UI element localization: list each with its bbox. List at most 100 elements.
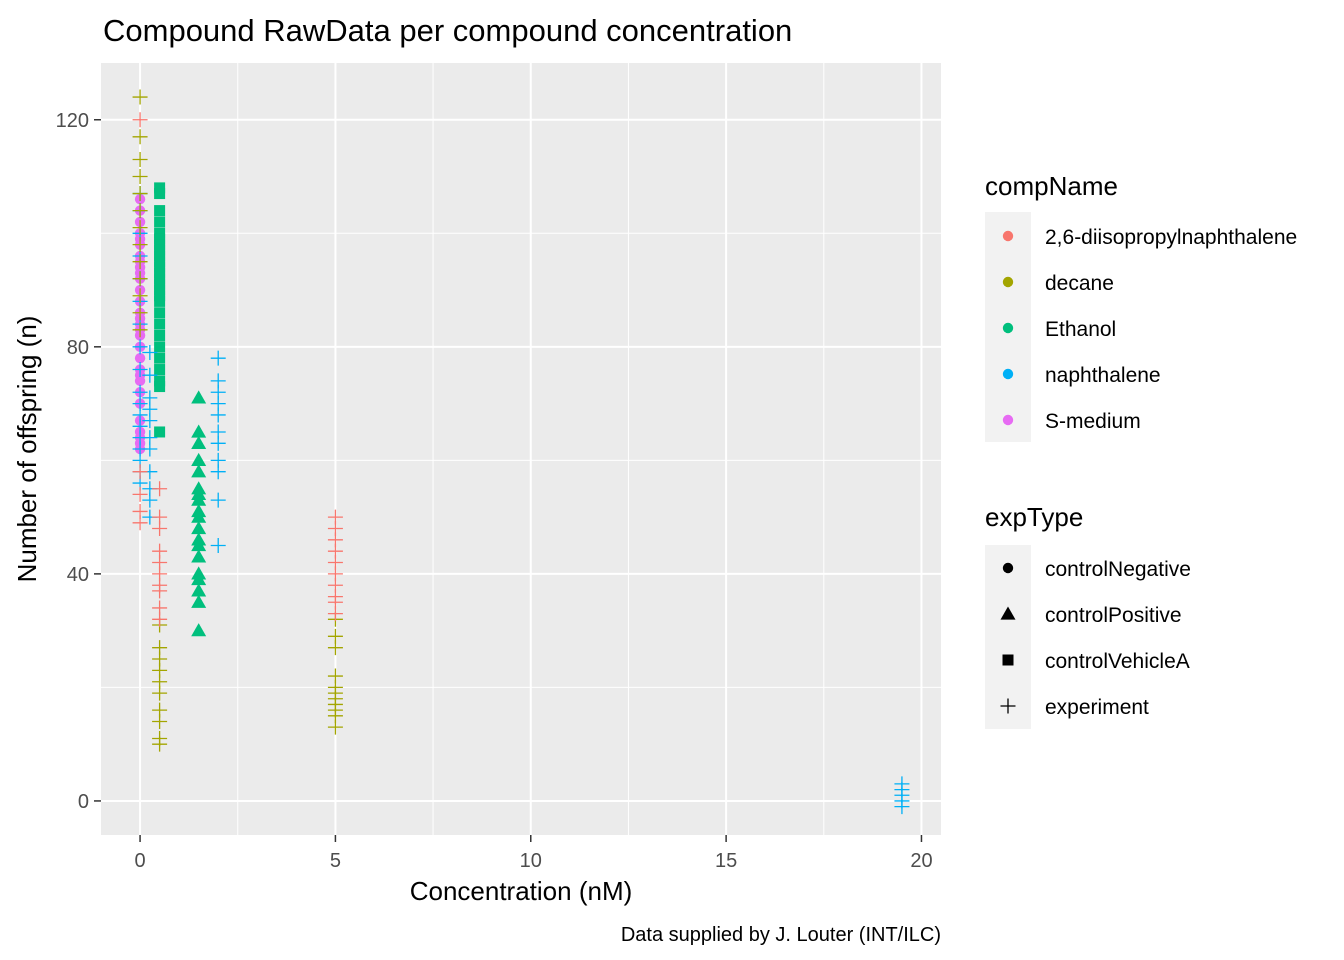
data-point (142, 367, 158, 383)
data-point (210, 350, 226, 366)
data-point (134, 375, 146, 387)
data-point (154, 244, 166, 256)
data-point (154, 381, 166, 393)
data-point (152, 583, 168, 599)
data-point (327, 606, 343, 622)
plot-panel (101, 63, 941, 835)
data-point (132, 186, 148, 202)
data-point (154, 273, 166, 285)
data-point (154, 227, 166, 239)
data-point (132, 339, 148, 355)
data-point (327, 719, 343, 735)
legend-compname-key (1002, 368, 1014, 380)
x-tick-label: 0 (135, 850, 146, 872)
data-point (142, 345, 158, 360)
x-tick-label: 20 (910, 850, 932, 872)
legend-compname-title: compName (985, 171, 1118, 201)
data-point (894, 799, 910, 815)
data-point (154, 261, 166, 273)
data-point (191, 538, 207, 552)
data-point (210, 464, 226, 480)
data-point (191, 520, 207, 535)
data-point (142, 441, 158, 457)
data-point (134, 352, 146, 364)
legend-compname-label: naphthalene (1045, 364, 1161, 387)
y-tick-label: 0 (78, 791, 89, 813)
data-point (152, 481, 168, 497)
data-point (154, 233, 166, 245)
data-point (132, 271, 148, 287)
data-point (132, 89, 148, 105)
data-point (132, 152, 148, 167)
data-point (154, 256, 166, 268)
data-point (154, 341, 166, 353)
legend-exptype-key (1000, 698, 1016, 714)
legend-exptype-keys-background (985, 545, 1031, 729)
data-point (154, 307, 166, 319)
data-point (132, 305, 148, 321)
data-point (191, 464, 207, 478)
data-point (154, 375, 166, 387)
legend-exptype-label: controlVehicleA (1045, 650, 1190, 673)
data-point (132, 515, 148, 531)
data-point (210, 435, 226, 451)
data-point (191, 623, 207, 637)
legend-compname-label: S-medium (1045, 410, 1141, 433)
data-point (191, 509, 207, 523)
data-point (132, 203, 148, 219)
legend-compname-key (1002, 276, 1014, 288)
data-point (210, 407, 226, 423)
chart-caption: Data supplied by J. Louter (INT/ILC) (621, 924, 941, 946)
data-point (154, 205, 166, 217)
legend-exptype-key (1002, 562, 1014, 574)
data-point (132, 254, 148, 270)
data-point (154, 318, 166, 330)
data-point (152, 685, 168, 701)
data-point (154, 188, 166, 200)
x-axis-title: Concentration (nM) (410, 876, 633, 906)
data-point (132, 362, 148, 378)
data-point (191, 583, 207, 597)
data-point (154, 329, 166, 341)
data-point (154, 352, 166, 364)
data-point (191, 424, 207, 438)
data-point (132, 169, 148, 185)
data-point (210, 492, 226, 508)
y-tick-label: 40 (67, 564, 89, 586)
legend-compname-key (1002, 230, 1014, 242)
data-point (154, 426, 166, 438)
data-points (132, 89, 910, 815)
data-point (154, 284, 166, 296)
y-tick-label: 120 (56, 110, 89, 132)
data-point (154, 239, 166, 251)
legend-exptype-label: experiment (1045, 696, 1149, 719)
data-point (152, 520, 168, 536)
legend-compname-label: Ethanol (1045, 318, 1116, 341)
data-point (132, 237, 148, 253)
data-point (154, 278, 166, 290)
y-tick-label: 80 (67, 337, 89, 359)
legend-exptype: expType controlNegative controlPositive co… (985, 502, 1191, 729)
y-axis-title: Number of offspring (n) (12, 316, 42, 583)
x-tick-label: 15 (715, 850, 737, 872)
data-point (191, 594, 207, 608)
data-point (152, 736, 168, 752)
data-point (154, 182, 166, 194)
legend-exptype-key (1002, 654, 1014, 666)
data-point (154, 290, 166, 302)
legend-compname-key (1002, 414, 1014, 426)
data-point (132, 129, 148, 145)
axes: 0 5 10 15 20 0 40 80 120 (56, 110, 933, 872)
data-point (132, 486, 148, 502)
data-point (154, 250, 166, 262)
legend-compname-label: decane (1045, 272, 1114, 295)
data-point (191, 492, 207, 506)
data-point (132, 322, 148, 338)
legend-compname: compName 2,6-diisopropylnaphthalene decan… (985, 171, 1297, 442)
data-point (132, 288, 148, 304)
data-point (191, 452, 207, 466)
data-point (154, 267, 166, 279)
data-point (210, 538, 226, 553)
legend-exptype-label: controlPositive (1045, 604, 1182, 627)
